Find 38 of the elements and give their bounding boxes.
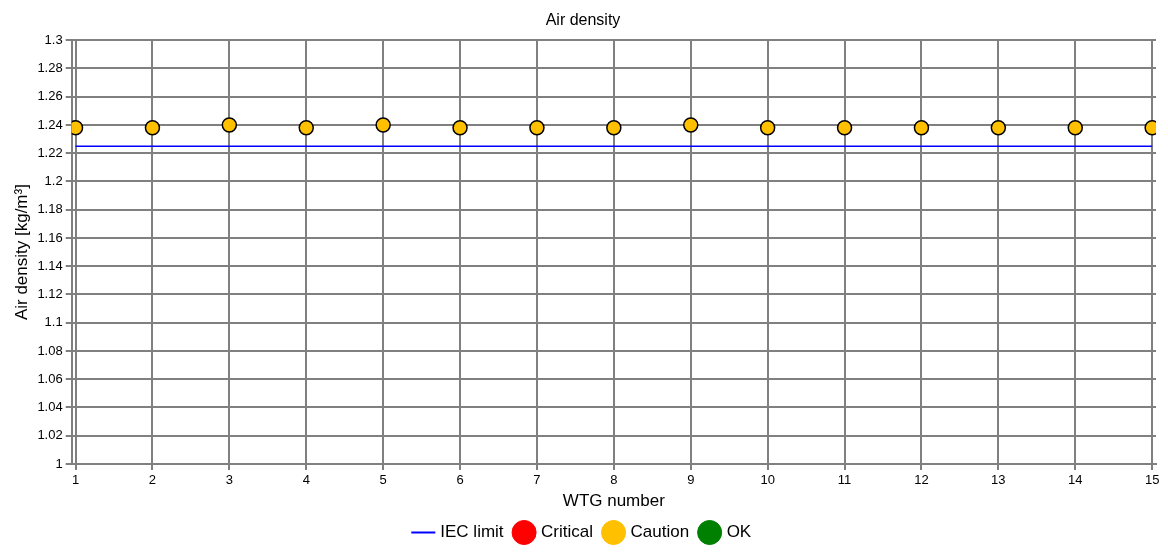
x-tick-label: 10 xyxy=(760,472,775,488)
chart-title: Air density xyxy=(545,11,621,29)
x-tick-label: 3 xyxy=(225,472,233,488)
x-tick-label: 6 xyxy=(456,472,464,488)
legend-label: Critical xyxy=(541,522,594,542)
y-tick-label: 1.26 xyxy=(37,88,63,104)
x-tick-label: 15 xyxy=(1144,472,1160,488)
y-tick-label: 1.16 xyxy=(37,229,63,245)
x-axis-title: WTG number xyxy=(562,491,666,511)
x-tick-label: 7 xyxy=(533,472,541,488)
x-tick-label: 5 xyxy=(379,472,387,488)
y-tick-label: 1.1 xyxy=(44,314,63,330)
y-tick-label: 1 xyxy=(55,455,63,471)
y-tick-label: 1.08 xyxy=(37,342,63,358)
y-tick-label: 1.2 xyxy=(44,173,63,189)
y-tick-label: 1.02 xyxy=(37,427,63,443)
x-tick-label: 9 xyxy=(687,472,695,488)
x-tick-label: 11 xyxy=(837,472,852,488)
y-tick-label: 1.12 xyxy=(37,286,63,302)
x-tick-label: 1 xyxy=(71,472,80,488)
x-tick-label: 14 xyxy=(1068,472,1083,488)
x-tick-label: 12 xyxy=(914,472,929,488)
y-tick-label: 1.06 xyxy=(37,370,63,386)
legend-label: OK xyxy=(726,522,752,542)
x-tick-label: 8 xyxy=(610,472,618,488)
x-tick-label: 13 xyxy=(991,472,1006,488)
y-tick-label: 1.22 xyxy=(37,144,63,160)
legend-label: IEC limit xyxy=(440,522,504,542)
y-axis-title: Air density [kg/m³] xyxy=(11,184,31,321)
y-tick-label: 1.04 xyxy=(37,399,63,415)
y-tick-label: 1.24 xyxy=(37,116,63,132)
x-tick-label: 4 xyxy=(302,472,310,488)
y-tick-label: 1.14 xyxy=(37,257,63,273)
y-tick-label: 1.18 xyxy=(37,201,63,217)
legend-label: Caution xyxy=(630,522,690,542)
y-tick-label: 1.3 xyxy=(44,31,63,47)
y-tick-label: 1.28 xyxy=(37,60,63,76)
x-tick-label: 2 xyxy=(148,472,157,488)
